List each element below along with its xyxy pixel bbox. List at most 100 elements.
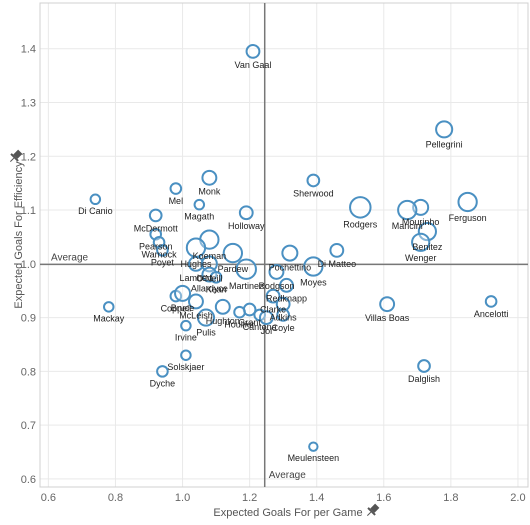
point-label: Houllier bbox=[224, 320, 255, 330]
point-label: Pearson bbox=[139, 242, 173, 252]
point-marker[interactable] bbox=[275, 296, 291, 312]
point-marker[interactable] bbox=[214, 298, 231, 315]
point-label: Mackay bbox=[93, 314, 125, 324]
point-marker[interactable] bbox=[417, 221, 437, 242]
point-label: Cantona bbox=[243, 322, 277, 332]
y-tick-label: 1.4 bbox=[21, 44, 36, 56]
point-label: McLeish bbox=[179, 310, 213, 320]
point-label: Adkins bbox=[270, 313, 298, 323]
point-label: Ferguson bbox=[449, 213, 487, 223]
point-label: McDermott bbox=[134, 223, 179, 233]
point-marker[interactable] bbox=[484, 295, 498, 308]
plot-frame bbox=[39, 2, 529, 488]
point-marker[interactable] bbox=[180, 349, 192, 361]
point-marker[interactable] bbox=[89, 193, 102, 206]
point-marker[interactable] bbox=[417, 359, 431, 373]
point-marker[interactable] bbox=[457, 191, 478, 213]
point-marker[interactable] bbox=[103, 301, 115, 313]
point-label: Sherwood bbox=[293, 188, 334, 198]
point-marker[interactable] bbox=[188, 255, 204, 272]
point-label: Dalglish bbox=[408, 374, 440, 384]
reference-lines: Average Average bbox=[40, 3, 528, 487]
point-label: Pulis bbox=[196, 328, 216, 338]
y-tick-label: 0.8 bbox=[21, 366, 36, 378]
point-marker[interactable] bbox=[308, 441, 319, 452]
point-marker[interactable] bbox=[281, 244, 299, 262]
point-marker[interactable] bbox=[279, 277, 294, 293]
point-label: Mel bbox=[169, 196, 184, 206]
y-tick-label: 0.9 bbox=[21, 313, 36, 325]
y-tick-label: 0.6 bbox=[21, 474, 36, 486]
point-label: Warnock bbox=[141, 250, 177, 260]
point-marker[interactable] bbox=[268, 263, 285, 280]
y-tick-label: 1.0 bbox=[21, 259, 36, 271]
point-marker[interactable] bbox=[238, 205, 254, 221]
point-label: Magath bbox=[184, 211, 214, 221]
points bbox=[89, 44, 498, 452]
y-tick-label: 1.2 bbox=[21, 151, 36, 163]
point-label: Rodgson bbox=[258, 281, 294, 291]
point-marker[interactable] bbox=[156, 365, 169, 378]
y-tick-label: 1.3 bbox=[21, 97, 36, 109]
x-average-label: Average bbox=[269, 470, 307, 481]
y-pin-icon bbox=[9, 149, 23, 163]
point-label: Mancini bbox=[392, 221, 423, 231]
point-marker[interactable] bbox=[235, 258, 257, 280]
point-marker[interactable] bbox=[258, 310, 274, 326]
point-marker[interactable] bbox=[201, 266, 218, 283]
point-marker[interactable] bbox=[222, 242, 244, 264]
point-label: Koeman bbox=[193, 251, 227, 261]
point-marker[interactable] bbox=[276, 308, 291, 322]
point-marker[interactable] bbox=[169, 182, 183, 195]
point-marker[interactable] bbox=[435, 120, 454, 139]
point-label: Allardyce bbox=[191, 284, 228, 294]
point-marker[interactable] bbox=[265, 288, 281, 304]
point-marker[interactable] bbox=[233, 305, 246, 319]
point-marker[interactable] bbox=[209, 270, 223, 284]
point-label: Lambert bbox=[179, 273, 213, 283]
point-marker[interactable] bbox=[156, 244, 169, 257]
x-pin-icon bbox=[366, 503, 380, 517]
point-marker[interactable] bbox=[174, 284, 192, 302]
x-axis-title: Expected Goals For per Game bbox=[213, 507, 362, 519]
point-marker[interactable] bbox=[303, 256, 324, 277]
point-label: Rodgers bbox=[343, 220, 378, 230]
point-marker[interactable] bbox=[411, 232, 431, 252]
x-tick-label: 1.6 bbox=[376, 492, 391, 504]
point-marker[interactable] bbox=[193, 198, 206, 211]
point-marker[interactable] bbox=[349, 196, 372, 219]
point-marker[interactable] bbox=[188, 293, 204, 310]
point-label: Di Canio bbox=[78, 206, 113, 216]
point-label: Hughton bbox=[206, 316, 240, 326]
point-label: Redknapp bbox=[266, 294, 307, 304]
point-marker[interactable] bbox=[180, 319, 192, 332]
x-tick-label: 0.6 bbox=[41, 492, 56, 504]
point-marker[interactable] bbox=[397, 199, 418, 221]
y-tick-label: 0.7 bbox=[21, 420, 36, 432]
point-marker[interactable] bbox=[201, 169, 218, 186]
point-label: Ancelotti bbox=[474, 309, 509, 319]
point-marker[interactable] bbox=[148, 208, 163, 223]
x-tick-label: 2.0 bbox=[510, 492, 525, 504]
point-label: Di Matteo bbox=[318, 259, 357, 269]
point-marker[interactable] bbox=[245, 44, 261, 59]
point-label: Kean bbox=[206, 285, 227, 295]
y-axis-title: Expected Goals For Efficiency bbox=[13, 161, 25, 309]
point-label: Pardew bbox=[218, 264, 249, 274]
point-marker[interactable] bbox=[196, 308, 216, 327]
point-marker[interactable] bbox=[329, 242, 345, 258]
point-marker[interactable] bbox=[306, 173, 321, 188]
point-label: Wenger bbox=[405, 253, 436, 263]
point-label: Monk bbox=[198, 187, 221, 197]
point-label: Jol bbox=[261, 326, 273, 336]
x-tick-label: 1.2 bbox=[242, 492, 257, 504]
plot-border bbox=[39, 2, 529, 488]
grid bbox=[40, 3, 528, 487]
point-marker[interactable] bbox=[379, 296, 396, 313]
y-average-label: Average bbox=[51, 252, 89, 263]
point-label: Hughes bbox=[180, 259, 212, 269]
point-label: Van Gaal bbox=[235, 60, 272, 70]
point-label: Meulensteen bbox=[288, 453, 340, 463]
x-tick-label: 0.8 bbox=[108, 492, 123, 504]
